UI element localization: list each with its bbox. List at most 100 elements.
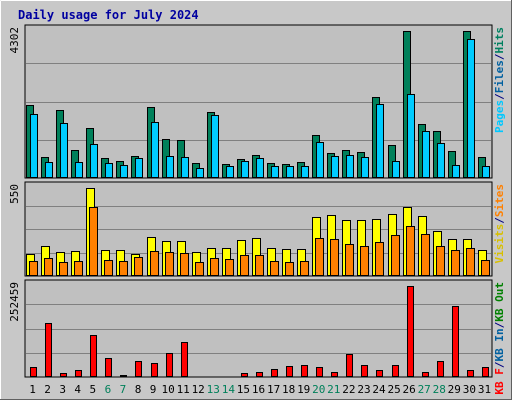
x-tick-label-day-16: 16: [252, 383, 265, 396]
kbytes-bar-kb-f-day-21: [331, 372, 338, 377]
kbytes-bar-kb-f-day-22: [346, 354, 353, 377]
x-tick-label-day-21: 21: [327, 383, 340, 396]
kbytes-bar-kb-f-day-27: [422, 372, 429, 377]
panel-kbytes: 252459: [8, 279, 493, 378]
panel-visits: 550: [8, 181, 493, 277]
visits-bar-sites-day-31: [481, 260, 490, 276]
x-tick-label-day-20: 20: [312, 383, 325, 396]
hits-bar-pages-day-15: [241, 161, 249, 178]
hits-bar-pages-day-21: [331, 156, 339, 178]
x-tick-label-day-1: 1: [29, 383, 36, 396]
x-tick-label-day-11: 11: [177, 383, 190, 396]
kbytes-bar-kb-f-day-6: [105, 358, 112, 377]
x-tick-label-day-12: 12: [192, 383, 205, 396]
hits-bar-pages-day-14: [226, 166, 234, 178]
x-tick-label-day-25: 25: [387, 383, 400, 396]
x-tick-label-day-19: 19: [297, 383, 310, 396]
hits-bar-pages-day-23: [361, 157, 369, 178]
visits-bar-sites-day-12: [195, 262, 204, 276]
x-tick-label-day-26: 26: [402, 383, 415, 396]
kbytes-bar-kb-f-day-20: [316, 367, 323, 377]
kbytes-bar-kb-f-day-24: [376, 370, 383, 377]
x-tick-label-day-10: 10: [161, 383, 174, 396]
hits-bar-pages-day-30: [467, 39, 475, 178]
x-tick-label-day-17: 17: [267, 383, 280, 396]
visits-bar-sites-day-27: [421, 234, 430, 276]
x-tick-label-day-5: 5: [89, 383, 96, 396]
x-tick-label-day-2: 2: [44, 383, 51, 396]
visits-bar-sites-day-29: [451, 250, 460, 276]
visits-bar-sites-day-21: [330, 239, 339, 276]
visits-bar-sites-day-22: [345, 244, 354, 276]
kbytes-bar-kb-f-day-26: [407, 286, 414, 377]
kbytes-bar-kb-f-day-19: [301, 365, 308, 377]
legend-kbytes-entry: KB In: [493, 328, 506, 361]
hits-bar-pages-day-8: [135, 158, 143, 178]
x-tick-label-day-13: 13: [207, 383, 220, 396]
visits-bar-sites-day-11: [180, 253, 189, 276]
legend-kbytes-entry: KB F: [493, 368, 506, 395]
legend-kbytes-entry: KB Out: [493, 282, 506, 322]
x-tick-label-day-31: 31: [478, 383, 491, 396]
visits-bar-sites-day-18: [285, 262, 294, 276]
hits-bar-pages-day-29: [452, 165, 460, 178]
chart-title: Daily usage for July 2024: [18, 8, 199, 22]
hits-bar-pages-day-5: [90, 144, 98, 178]
legend-visits-entry: /: [493, 217, 506, 224]
kbytes-bar-kb-f-day-18: [286, 366, 293, 377]
visits-bar-sites-day-16: [255, 255, 264, 276]
visits-bar-sites-day-7: [119, 261, 128, 276]
kbytes-bar-kb-f-day-9: [151, 363, 158, 377]
hits-bar-pages-day-24: [376, 104, 384, 178]
hits-bar-pages-day-9: [151, 122, 159, 178]
x-tick-label-day-9: 9: [150, 383, 157, 396]
kbytes-bar-kb-f-day-8: [135, 361, 142, 377]
legend-kbytes: KB F/KB In/KB Out: [493, 282, 506, 395]
kbytes-bar-kb-f-day-29: [452, 306, 459, 377]
x-tick-label-day-30: 30: [463, 383, 476, 396]
visits-ymax-label: 550: [8, 184, 21, 204]
x-tick-label-day-18: 18: [282, 383, 295, 396]
x-axis-labels: 1 2 3 4 5 6 7 8 9 10 11 12 13 14 15 16 17 18 19 20 21 22 23 24 2…: [29, 383, 491, 396]
legend-hits-entry: Pages: [493, 100, 506, 133]
x-tick-label-day-23: 23: [357, 383, 370, 396]
legend-kbytes-entry: /: [493, 361, 506, 368]
visits-bar-sites-day-24: [375, 242, 384, 276]
visits-bar-sites-day-20: [315, 238, 324, 276]
visits-bar-sites-day-13: [210, 258, 219, 276]
hits-bar-pages-day-26: [407, 94, 415, 178]
legend-hits-entry: /: [493, 93, 506, 100]
x-tick-label-day-29: 29: [448, 383, 461, 396]
kbytes-bar-kb-f-day-2: [45, 323, 52, 377]
x-tick-label-day-22: 22: [342, 383, 355, 396]
visits-bar-sites-day-4: [74, 261, 83, 276]
kbytes-bar-kb-f-day-31: [482, 367, 489, 377]
kbytes-bar-kb-f-day-23: [361, 365, 368, 377]
legend-hits: Pages/Files/Hits: [493, 27, 506, 133]
hits-bar-pages-day-17: [271, 166, 279, 178]
legend-hits-entry: Files: [493, 60, 506, 93]
legend-kbytes-entry: /: [493, 321, 506, 328]
visits-bar-sites-day-10: [165, 252, 174, 276]
kbytes-bar-kb-f-day-5: [90, 335, 97, 377]
hits-ymax-label: 4302: [8, 27, 21, 54]
visits-bar-sites-day-1: [29, 261, 38, 276]
x-tick-label-day-27: 27: [418, 383, 431, 396]
x-tick-label-day-14: 14: [222, 383, 236, 396]
hits-bar-pages-day-25: [392, 161, 400, 178]
x-tick-label-day-8: 8: [135, 383, 142, 396]
hits-bar-pages-day-3: [60, 123, 68, 178]
visits-bar-sites-day-30: [466, 248, 475, 276]
hits-bar-pages-day-11: [181, 157, 189, 178]
kbytes-bar-kb-f-day-4: [75, 370, 82, 377]
x-tick-label-day-7: 7: [120, 383, 127, 396]
kbytes-bar-kb-f-day-11: [181, 342, 188, 377]
x-tick-label-day-24: 24: [372, 383, 386, 396]
visits-bar-sites-day-15: [240, 255, 249, 276]
hits-bar-pages-day-1: [30, 114, 38, 178]
hits-bar-pages-day-12: [196, 168, 204, 178]
visits-bar-sites-day-2: [44, 258, 53, 276]
hits-bar-pages-day-7: [120, 165, 128, 178]
visits-bar-sites-day-17: [270, 261, 279, 276]
